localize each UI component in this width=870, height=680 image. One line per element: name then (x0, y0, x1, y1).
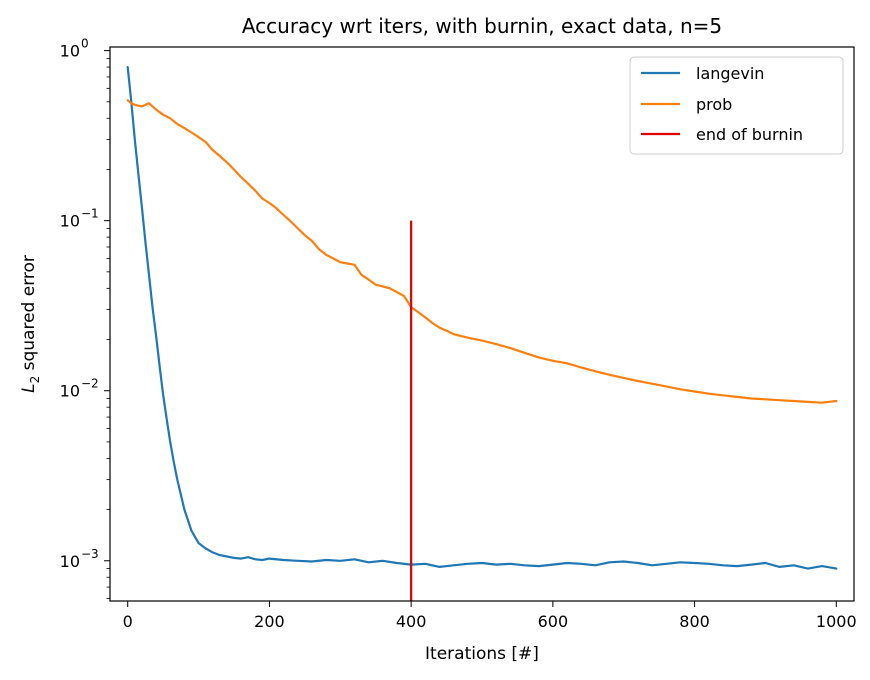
y-axis-label: L2 squared error (19, 255, 42, 393)
x-tick-label: 200 (254, 612, 285, 631)
legend-label-end-of-burnin: end of burnin (696, 125, 803, 144)
y-tick-label-exponent: 0 (81, 37, 89, 51)
y-tick-label: 10 (60, 42, 80, 61)
y-tick-label-exponent: −1 (81, 207, 99, 221)
y-tick-label: 10 (60, 552, 80, 571)
x-tick-label: 400 (396, 612, 427, 631)
x-tick-label: 600 (538, 612, 569, 631)
y-tick-label: 10 (60, 212, 80, 231)
y-axis-label-rest: squared error (19, 255, 39, 376)
legend-label-prob: prob (696, 95, 732, 114)
x-tick-label: 0 (123, 612, 133, 631)
axes-frame (109, 46, 855, 602)
chart-title: Accuracy wrt iters, with burnin, exact d… (242, 14, 722, 38)
legend: langevin prob end of burnin (629, 56, 844, 155)
x-axis: 0 200 400 600 800 1000 (123, 601, 857, 631)
series-line-prob (126, 99, 838, 404)
y-tick-label-exponent: −2 (81, 377, 99, 391)
legend-label-langevin: langevin (696, 64, 764, 83)
series-line-langevin (126, 65, 838, 570)
x-axis-label: Iterations [#] (425, 644, 539, 664)
x-tick-label: 1000 (816, 612, 857, 631)
y-tick-label: 10 (60, 382, 80, 401)
plot-area (126, 65, 838, 601)
y-axis-label-subscript: 2 (28, 376, 42, 384)
legend-box (629, 56, 844, 155)
y-tick-label-exponent: −3 (81, 547, 99, 561)
y-axis-label-main: L (19, 383, 39, 392)
x-tick-label: 800 (679, 612, 710, 631)
